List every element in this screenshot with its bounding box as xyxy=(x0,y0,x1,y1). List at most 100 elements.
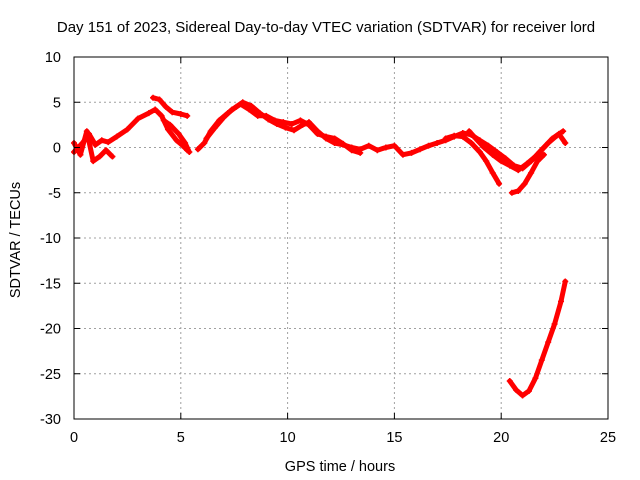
data-point xyxy=(160,117,167,124)
data-point xyxy=(532,375,539,382)
data-point xyxy=(506,162,513,169)
data-point xyxy=(103,147,110,154)
x-tick-label: 20 xyxy=(493,430,509,446)
data-point xyxy=(502,155,509,162)
data-point xyxy=(519,392,526,399)
data-point xyxy=(489,169,496,176)
data-point xyxy=(425,142,432,149)
y-axis-label: SDTVAR / TECUs xyxy=(8,182,24,298)
data-point xyxy=(340,140,347,147)
chart-title: Day 151 of 2023, Sidereal Day-to-day VTE… xyxy=(57,19,595,36)
data-point xyxy=(201,139,208,146)
data-point xyxy=(374,147,381,154)
y-tick-label: -20 xyxy=(40,322,61,338)
data-point xyxy=(551,320,558,327)
data-point xyxy=(280,119,287,126)
data-point xyxy=(169,109,176,116)
axis-ticks: 0 5 10 15 20 25 -30 -25 -20 -15 -10 -5 0 5 10 xyxy=(40,50,616,446)
data-point xyxy=(158,112,165,119)
data-point xyxy=(408,149,415,156)
data-point xyxy=(466,128,473,135)
data-point xyxy=(365,142,372,149)
data-point xyxy=(549,135,556,142)
data-point xyxy=(555,130,562,137)
y-tick-label: -25 xyxy=(40,367,61,383)
y-tick-label: -30 xyxy=(40,412,61,428)
x-axis-label: GPS time / hours xyxy=(285,459,395,475)
data-point xyxy=(156,96,163,103)
data-point xyxy=(203,135,210,142)
data-point xyxy=(481,144,488,151)
data-point xyxy=(485,142,492,149)
data-point xyxy=(323,133,330,140)
series-line-track-10 xyxy=(507,278,568,398)
x-tick-label: 5 xyxy=(177,430,185,446)
data-point xyxy=(263,112,270,119)
data-point xyxy=(348,147,355,154)
data-point xyxy=(558,298,565,305)
data-point xyxy=(532,153,539,160)
data-point xyxy=(237,101,244,108)
data-point xyxy=(523,160,530,167)
data-point xyxy=(515,167,522,174)
data-point xyxy=(538,357,545,364)
data-point xyxy=(483,158,490,165)
data-point xyxy=(98,137,105,144)
data-point xyxy=(211,124,218,131)
data-point xyxy=(399,151,406,158)
data-point xyxy=(182,139,189,146)
data-point xyxy=(468,139,475,146)
data-point xyxy=(184,112,191,119)
data-point xyxy=(254,112,261,119)
data-point xyxy=(331,135,338,142)
data-point xyxy=(496,180,503,187)
data-point xyxy=(305,121,312,128)
data-point xyxy=(442,135,449,142)
data-point xyxy=(177,111,184,118)
data-point xyxy=(79,139,86,146)
data-point xyxy=(508,189,515,196)
data-point xyxy=(562,278,569,285)
x-tick-label: 25 xyxy=(600,430,616,446)
data-point xyxy=(105,139,112,146)
data-point xyxy=(382,144,389,151)
data-point xyxy=(540,144,547,151)
data-series xyxy=(71,94,569,399)
data-point xyxy=(109,153,116,160)
data-point xyxy=(162,103,169,110)
data-point xyxy=(186,149,193,156)
data-point xyxy=(175,130,182,137)
data-point xyxy=(220,114,227,121)
data-point xyxy=(124,126,131,133)
data-point xyxy=(77,151,84,158)
data-point xyxy=(357,149,364,156)
data-point xyxy=(194,146,201,153)
data-point xyxy=(85,130,92,137)
data-point xyxy=(90,158,97,165)
data-point xyxy=(493,149,500,156)
data-point xyxy=(152,106,159,113)
data-point xyxy=(164,126,171,133)
data-point xyxy=(229,106,236,113)
data-point xyxy=(145,110,152,117)
y-tick-label: -10 xyxy=(40,231,61,247)
data-point xyxy=(434,139,441,146)
data-point xyxy=(135,115,142,122)
x-tick-label: 0 xyxy=(70,430,78,446)
data-point xyxy=(417,146,424,153)
data-point xyxy=(525,387,532,394)
data-point xyxy=(391,142,398,149)
y-tick-label: 10 xyxy=(45,50,61,66)
data-point xyxy=(534,158,541,165)
data-point xyxy=(513,387,520,394)
data-point xyxy=(506,377,513,384)
data-point xyxy=(451,132,458,139)
data-point xyxy=(167,121,174,128)
data-point xyxy=(248,102,255,109)
data-point xyxy=(528,169,535,176)
data-point xyxy=(562,139,569,146)
data-point xyxy=(545,339,552,346)
data-point xyxy=(521,180,528,187)
x-tick-label: 10 xyxy=(280,430,296,446)
